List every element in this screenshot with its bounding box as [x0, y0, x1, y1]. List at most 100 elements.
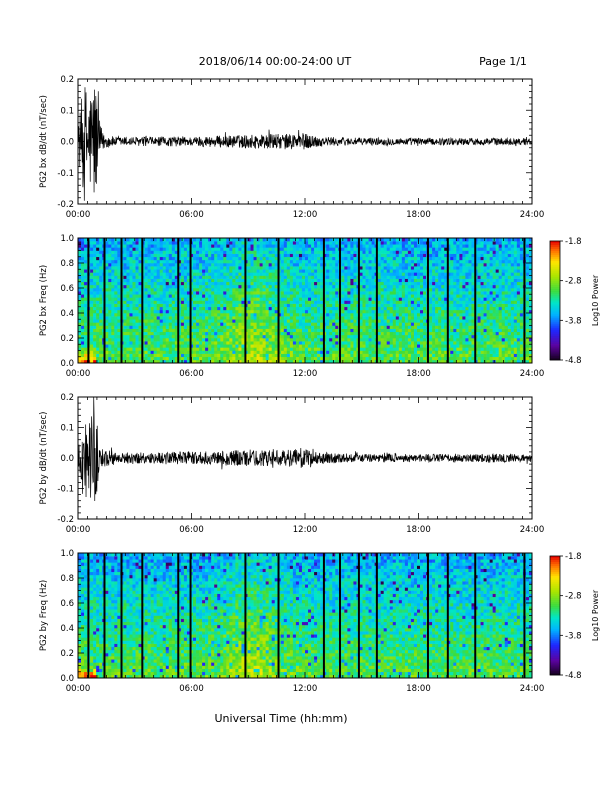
heatmap-cell — [393, 294, 396, 297]
heatmap-cell — [353, 241, 356, 244]
heatmap-cell — [341, 313, 344, 316]
heatmap-cell — [108, 291, 111, 294]
heatmap-cell — [408, 354, 411, 357]
heatmap-cell — [263, 338, 266, 341]
heatmap-cell — [396, 332, 399, 335]
heatmap-cell — [257, 329, 260, 332]
heatmap-cell — [369, 319, 372, 322]
heatmap-cell — [260, 244, 263, 247]
heatmap-cell — [111, 344, 114, 347]
heatmap-cell — [429, 241, 432, 244]
heatmap-cell — [314, 297, 317, 300]
heatmap-cell — [381, 257, 384, 260]
heatmap-cell — [290, 329, 293, 332]
heatmap-cell — [311, 341, 314, 344]
heatmap-cell — [160, 322, 163, 325]
heatmap-cell — [438, 241, 441, 244]
heatmap-cell — [211, 354, 214, 357]
heatmap-cell — [117, 279, 120, 282]
heatmap-cell — [211, 341, 214, 344]
heatmap-cell — [296, 357, 299, 360]
heatmap-cell — [229, 304, 232, 307]
heatmap-cell — [154, 285, 157, 288]
heatmap-cell — [390, 285, 393, 288]
heatmap-cell — [326, 354, 329, 357]
heatmap-cell — [181, 238, 184, 241]
heatmap-cell — [226, 329, 229, 332]
heatmap-cell — [408, 310, 411, 313]
heatmap-cell — [272, 269, 275, 272]
heatmap-cell — [217, 294, 220, 297]
heatmap-cell — [163, 304, 166, 307]
heatmap-cell — [214, 244, 217, 247]
heatmap-cell — [344, 329, 347, 332]
heatmap-cell — [90, 319, 93, 322]
heatmap-cell — [105, 247, 108, 250]
heatmap-cell — [126, 322, 129, 325]
heatmap-cell — [93, 257, 96, 260]
x-tick-label-0-0: 00:00 — [66, 210, 91, 220]
heatmap-cell — [214, 279, 217, 282]
heatmap-cell — [396, 326, 399, 329]
heatmap-cell — [414, 335, 417, 338]
heatmap-cell — [314, 279, 317, 282]
heatmap-cell — [238, 313, 241, 316]
heatmap-cell — [366, 294, 369, 297]
heatmap-cell — [353, 304, 356, 307]
heatmap-cell — [314, 266, 317, 269]
heatmap-cell — [335, 341, 338, 344]
heatmap-cell — [260, 272, 263, 275]
heatmap-cell — [132, 272, 135, 275]
heatmap-cell — [408, 304, 411, 307]
heatmap-cell — [247, 338, 250, 341]
heatmap-cell — [126, 347, 129, 350]
heatmap-cell — [369, 269, 372, 272]
heatmap-cell — [287, 247, 290, 250]
heatmap-cell — [184, 322, 187, 325]
heatmap-cell — [96, 279, 99, 282]
heatmap-cell — [372, 260, 375, 263]
heatmap-cell — [305, 316, 308, 319]
heatmap-cell — [172, 329, 175, 332]
heatmap-cell — [81, 288, 84, 291]
heatmap-cell — [181, 254, 184, 257]
heatmap-cell — [302, 310, 305, 313]
heatmap-cell — [335, 319, 338, 322]
heatmap-cell — [226, 297, 229, 300]
heatmap-cell — [129, 279, 132, 282]
heatmap-cell — [335, 354, 338, 357]
heatmap-cell — [111, 254, 114, 257]
heatmap-cell — [387, 279, 390, 282]
heatmap-cell — [254, 247, 257, 250]
heatmap-cell — [414, 351, 417, 354]
heatmap-cell — [329, 247, 332, 250]
heatmap-cell — [214, 251, 217, 254]
heatmap-cell — [414, 247, 417, 250]
heatmap-cell — [329, 341, 332, 344]
heatmap-cell — [378, 260, 381, 263]
heatmap-cell — [163, 272, 166, 275]
heatmap-cell — [435, 276, 438, 279]
heatmap-cell — [390, 266, 393, 269]
heatmap-cell — [408, 257, 411, 260]
heatmap-cell — [414, 347, 417, 350]
heatmap-cell — [281, 319, 284, 322]
heatmap-cell — [151, 332, 154, 335]
heatmap-cell — [260, 263, 263, 266]
heatmap-cell — [132, 313, 135, 316]
heatmap-cell — [117, 272, 120, 275]
heatmap-cell — [411, 347, 414, 350]
heatmap-cell — [329, 304, 332, 307]
heatmap-cell — [296, 241, 299, 244]
heatmap-cell — [372, 276, 375, 279]
heatmap-cell — [202, 272, 205, 275]
heatmap-cell — [372, 304, 375, 307]
heatmap-cell — [81, 266, 84, 269]
heatmap-cell — [341, 241, 344, 244]
heatmap-cell — [405, 238, 408, 241]
heatmap-cell — [432, 316, 435, 319]
heatmap-cell — [251, 304, 254, 307]
heatmap-cell — [111, 351, 114, 354]
heatmap-cell — [223, 357, 226, 360]
heatmap-cell — [84, 347, 87, 350]
